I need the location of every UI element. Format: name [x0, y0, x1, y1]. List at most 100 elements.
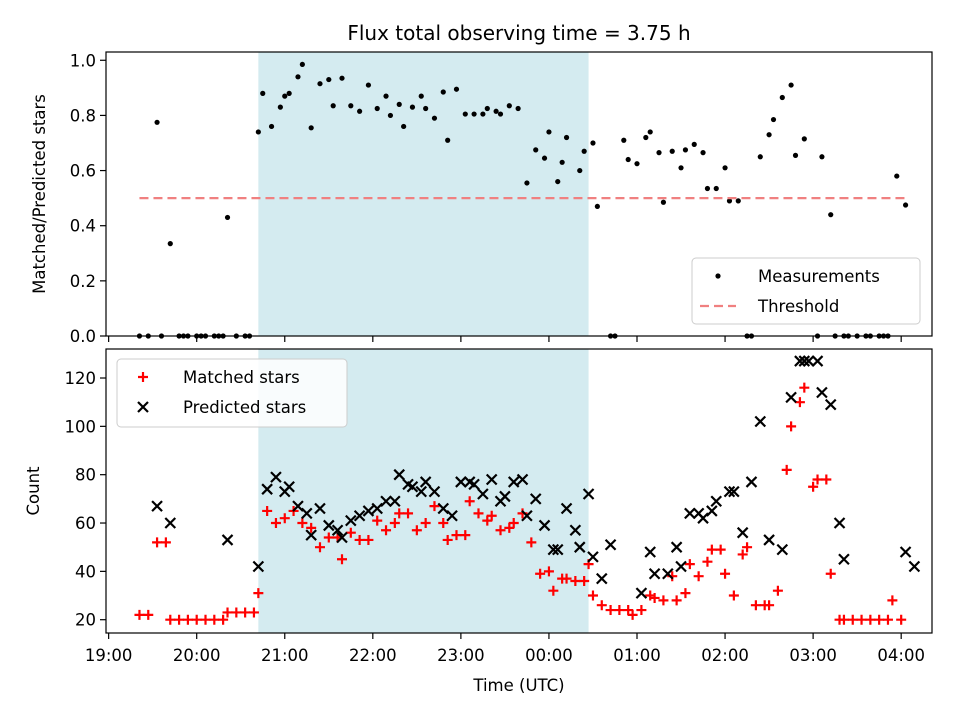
measurements-point — [546, 129, 552, 135]
measurements-point — [788, 82, 794, 88]
matched-stars-point — [152, 537, 163, 548]
predicted-stars-point — [662, 568, 674, 580]
matched-stars-point — [865, 614, 876, 625]
predicted-stars-point — [560, 502, 573, 515]
predicted-stars-point — [745, 476, 758, 488]
measurements-point — [555, 178, 561, 185]
matched-stars-point — [508, 518, 519, 529]
matched-stars-point — [240, 607, 251, 618]
predicted-stars-point — [516, 473, 529, 486]
predicted-stars-point — [393, 468, 406, 481]
measurements-point — [299, 61, 305, 68]
predicted-stars-point — [345, 514, 357, 527]
measurements-point — [268, 123, 275, 130]
y-axis-title: Matched/Predicted stars — [30, 94, 49, 294]
predicted-stars-point — [728, 485, 740, 498]
y-tick-label: 1.0 — [70, 51, 96, 70]
measurements-point — [260, 90, 266, 96]
matched-stars-point — [403, 508, 414, 519]
measurements-point — [801, 136, 807, 142]
matched-stars-point — [658, 595, 669, 606]
measurements-point — [779, 94, 785, 101]
bottom-panel-count: 20 40 60 80 100 120 19:00 20:00 21:00 22:00 23:00 0… — [24, 348, 933, 665]
matched-stars-point — [270, 518, 281, 529]
x-tick-label: 20:00 — [173, 646, 221, 665]
y-tick-label: 40 — [75, 562, 96, 581]
measurements-point — [387, 112, 394, 119]
legend-label: Predicted stars — [183, 398, 306, 417]
y-tick-label: 20 — [75, 611, 96, 630]
matched-stars-point — [372, 515, 383, 526]
measurements-point — [471, 111, 477, 117]
measurements-point — [700, 150, 706, 156]
measurements-point — [656, 150, 662, 156]
matched-stars-point — [526, 537, 537, 548]
measurements-point — [348, 103, 354, 109]
matched-stars-point — [649, 592, 660, 603]
matched-stars-point — [684, 559, 695, 570]
predicted-stars-point — [547, 543, 560, 556]
matched-stars-point — [262, 505, 273, 516]
predicted-stars-point — [314, 502, 326, 515]
x-axis-title: Time (UTC) — [472, 676, 564, 695]
measurements-point — [621, 137, 627, 143]
predicted-stars-point — [551, 543, 564, 556]
measurements-point — [563, 134, 570, 141]
observing-window-shade — [258, 52, 589, 336]
legend-marker-matched-stars — [138, 372, 148, 382]
y-tick-label: 120 — [65, 369, 97, 388]
matched-stars-point — [680, 588, 691, 599]
measurements-point — [541, 155, 548, 161]
matched-stars-point — [812, 474, 823, 485]
predicted-stars-point — [283, 480, 295, 493]
predicted-stars-point — [499, 490, 511, 503]
measurements-point — [766, 132, 772, 138]
legend-box — [691, 257, 921, 325]
predicted-stars-point — [785, 391, 797, 404]
matched-stars-point — [442, 534, 453, 545]
predicted-stars-point — [300, 507, 313, 520]
matched-stars-point — [605, 605, 616, 616]
predicted-stars-point — [455, 476, 467, 488]
matched-stars-point — [896, 614, 907, 625]
predicted-stars-point — [811, 355, 824, 367]
matched-stars-point — [411, 525, 422, 536]
measurements-point — [577, 167, 583, 174]
y-tick-label: 80 — [75, 466, 96, 485]
y-tick-label: 0.6 — [70, 162, 96, 181]
measurements-point — [533, 147, 539, 153]
measurements-point — [418, 93, 424, 99]
measurements-point — [704, 185, 711, 192]
measurements-point — [330, 103, 336, 109]
measurements-point — [445, 137, 451, 143]
matched-stars-point — [165, 614, 176, 625]
measurements-point — [154, 119, 160, 125]
y-tick-label: 0.0 — [70, 327, 96, 346]
predicted-stars-point — [754, 415, 767, 428]
matched-stars-point — [825, 568, 836, 579]
predicted-stars-point — [670, 541, 683, 553]
legend-label: Measurements — [758, 267, 880, 286]
measurements-point — [423, 105, 429, 112]
matched-stars-point — [323, 532, 334, 543]
y-tick-label: 0.8 — [70, 106, 96, 125]
x-tick-label: 19:00 — [85, 646, 133, 665]
measurements-point — [308, 125, 314, 131]
predicted-stars-point — [706, 505, 718, 517]
predicted-stars-point — [529, 493, 542, 505]
y-tick-label: 0.2 — [70, 272, 96, 291]
measurements-point — [634, 161, 640, 167]
top-panel-ratio: 0.0 0.2 0.4 0.6 0.8 1.0 Matched/Predicted star… — [30, 51, 933, 346]
predicted-stars-point — [816, 386, 828, 399]
predicted-stars-point — [794, 355, 806, 367]
measurements-point — [726, 198, 733, 204]
measurements-point — [317, 81, 323, 87]
matched-stars-point — [306, 522, 317, 533]
predicted-stars-point — [380, 495, 392, 508]
matched-stars-point — [160, 537, 171, 548]
predicted-stars-point — [428, 485, 441, 498]
measurements-point — [722, 165, 728, 171]
predicted-stars-point — [675, 560, 687, 573]
predicted-stars-point — [252, 560, 265, 573]
x-tick-label: 04:00 — [877, 646, 925, 665]
